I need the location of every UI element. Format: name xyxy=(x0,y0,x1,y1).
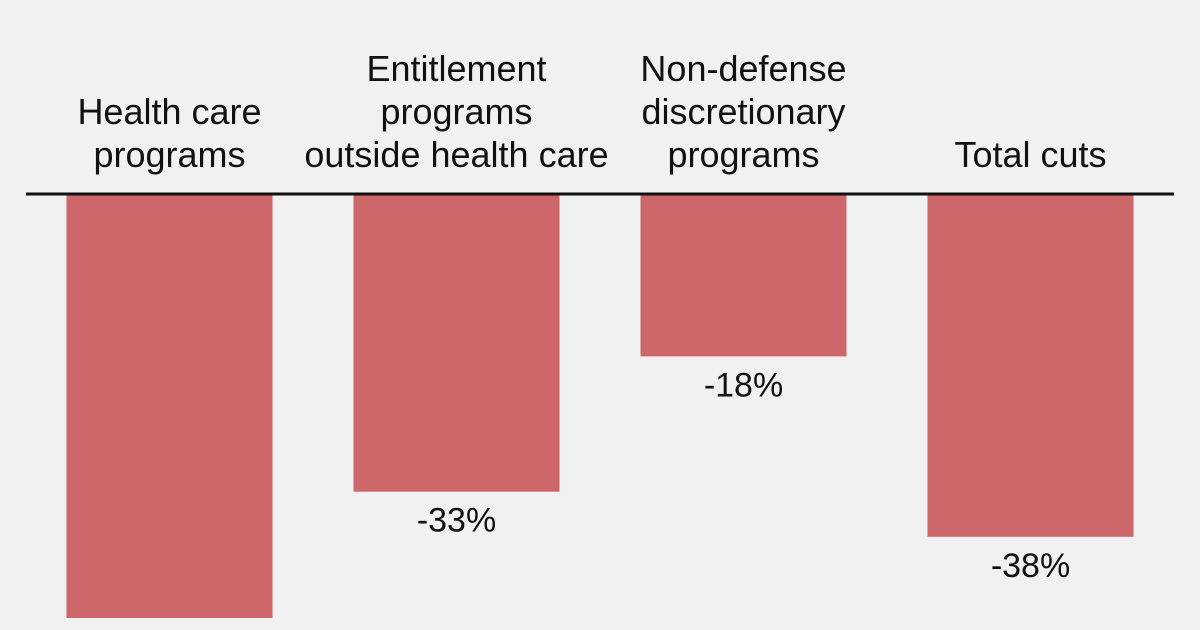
category-label-1: Entitlement programs outside health care xyxy=(304,48,608,175)
category-label-line: Entitlement xyxy=(366,48,546,89)
category-label-line: programs xyxy=(380,91,532,132)
category-label-2: Non-defense discretionary programs xyxy=(640,48,846,175)
bar-3 xyxy=(927,194,1134,537)
value-label-2: -18% xyxy=(704,366,783,404)
category-label-line: Health care xyxy=(77,91,261,132)
category-label-line: outside health care xyxy=(304,134,608,175)
category-label-line: Total cuts xyxy=(954,134,1106,175)
category-label-line: discretionary xyxy=(641,91,845,132)
bar-2 xyxy=(640,194,847,357)
bar-0 xyxy=(66,194,273,618)
category-label-line: Non-defense xyxy=(640,48,846,89)
category-label-0: Health care programs xyxy=(77,91,261,175)
bar-1 xyxy=(353,194,560,492)
value-label-3: -38% xyxy=(991,547,1070,585)
value-label-1: -33% xyxy=(417,502,496,540)
category-label-3: Total cuts xyxy=(954,134,1106,175)
category-label-line: programs xyxy=(667,134,819,175)
category-label-line: programs xyxy=(93,134,245,175)
